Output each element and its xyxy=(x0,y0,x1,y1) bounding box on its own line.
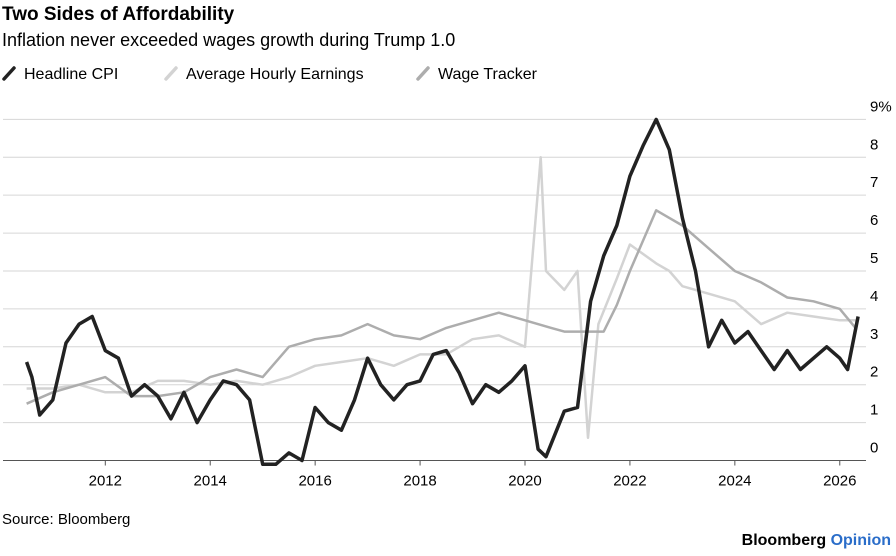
legend-label: Wage Tracker xyxy=(438,66,538,83)
y-tick-label: 9% xyxy=(870,98,892,115)
legend-swatch xyxy=(164,66,178,81)
y-tick-label: 6 xyxy=(870,212,878,229)
chart-title: Two Sides of Affordability xyxy=(2,4,235,25)
source: Source: Bloomberg xyxy=(2,511,130,528)
y-tick-label: 0 xyxy=(870,440,878,457)
y-tick-label: 7 xyxy=(870,174,878,191)
x-tick-label: 2022 xyxy=(613,473,646,490)
brand: Bloomberg Opinion xyxy=(742,532,891,549)
x-tick-label: 2020 xyxy=(508,473,541,490)
x-tick-label: 2026 xyxy=(823,473,856,490)
y-tick-label: 4 xyxy=(870,288,878,305)
y-tick-label: 1 xyxy=(870,402,878,419)
legend: Headline CPI Average Hourly Earnings Wage … xyxy=(2,66,538,83)
legend-swatch xyxy=(416,66,430,81)
x-tick-label: 2018 xyxy=(403,473,436,490)
series-line xyxy=(26,209,857,405)
brand-suffix: Opinion xyxy=(831,532,891,549)
series-line xyxy=(26,156,856,440)
series-line xyxy=(24,117,860,467)
x-tick-label: 2024 xyxy=(718,473,751,490)
y-tick-label: 5 xyxy=(870,250,878,267)
chart-subtitle: Inflation never exceeded wages growth du… xyxy=(2,30,455,50)
y-tick-label: 2 xyxy=(870,364,878,381)
x-tick-label: 2014 xyxy=(194,473,227,490)
brand-name: Bloomberg xyxy=(742,532,826,549)
y-tick-label: 8 xyxy=(870,136,878,153)
legend-label: Headline CPI xyxy=(24,66,118,83)
legend-label: Average Hourly Earnings xyxy=(186,66,364,83)
x-tick-label: 2012 xyxy=(89,473,122,490)
y-tick-label: 3 xyxy=(870,326,878,343)
x-tick-label: 2016 xyxy=(298,473,331,490)
legend-swatch xyxy=(2,66,16,81)
